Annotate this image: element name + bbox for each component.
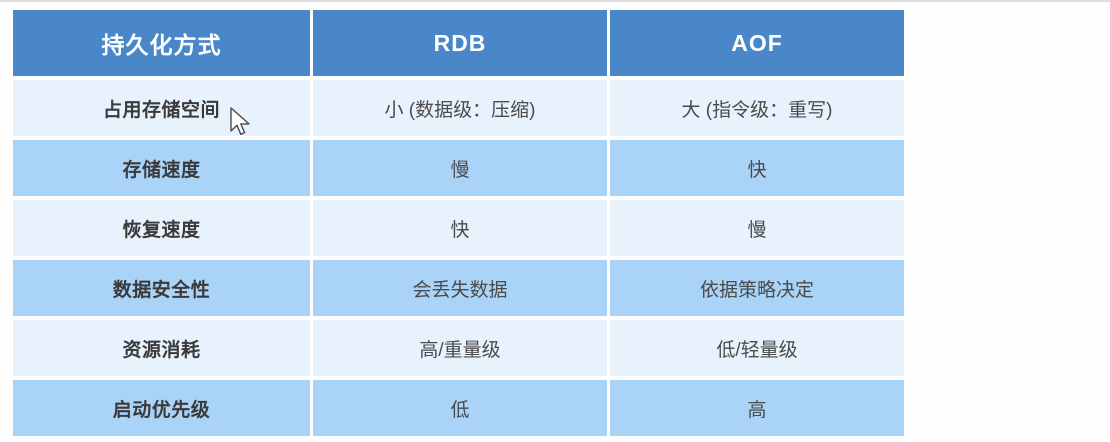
aof-cell-startup-priority: 高: [610, 380, 904, 436]
rdb-cell-startup-priority: 低: [313, 380, 607, 436]
aof-cell-store-speed: 快: [610, 140, 904, 196]
top-divider-line: [0, 0, 1110, 2]
aof-cell-data-safety: 依据策略决定: [610, 260, 904, 316]
row-label-resource-cost: 资源消耗: [13, 320, 310, 376]
rdb-cell-storage-space: 小 (数据级：压缩): [313, 80, 607, 136]
rdb-cell-recovery-speed: 快: [313, 200, 607, 256]
rdb-cell-data-safety: 会丢失数据: [313, 260, 607, 316]
row-label-recovery-speed: 恢复速度: [13, 200, 310, 256]
row-label-storage-space: 占用存储空间: [13, 80, 310, 136]
row-label-data-safety: 数据安全性: [13, 260, 310, 316]
aof-cell-resource-cost: 低/轻量级: [610, 320, 904, 376]
row-label-store-speed: 存储速度: [13, 140, 310, 196]
row-label-startup-priority: 启动优先级: [13, 380, 310, 436]
persistence-comparison-table: 持久化方式 RDB AOF 占用存储空间 小 (数据级：压缩) 大 (指令级：重…: [13, 10, 904, 436]
rdb-cell-store-speed: 慢: [313, 140, 607, 196]
aof-cell-storage-space: 大 (指令级：重写): [610, 80, 904, 136]
header-cell-aof: AOF: [610, 10, 904, 76]
header-cell-rdb: RDB: [313, 10, 607, 76]
header-cell-method: 持久化方式: [13, 10, 310, 76]
rdb-cell-resource-cost: 高/重量级: [313, 320, 607, 376]
aof-cell-recovery-speed: 慢: [610, 200, 904, 256]
